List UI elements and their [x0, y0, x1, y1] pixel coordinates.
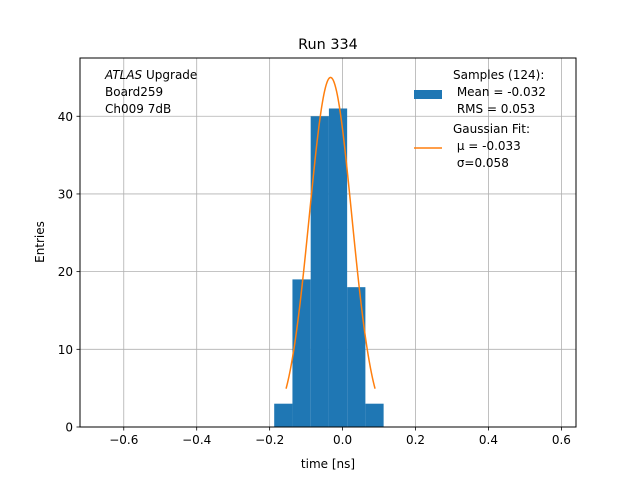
x-tick-label-3: 0.0: [333, 433, 352, 447]
legend-patch-samples: [414, 90, 442, 99]
legend-text-0-1: Mean = -0.032: [453, 85, 546, 99]
histogram-bar-4: [347, 287, 366, 427]
x-tick-label-1: −0.4: [182, 433, 211, 447]
y-tick-label-3: 30: [58, 187, 73, 201]
legend-text-0-2: RMS = 0.053: [453, 102, 535, 116]
legend-text-1-0: Gaussian Fit:: [453, 122, 530, 136]
y-tick-label-1: 10: [58, 343, 73, 357]
histogram-bar-1: [292, 279, 311, 427]
x-tick-label-6: 0.6: [552, 433, 571, 447]
x-tick-label-4: 0.2: [406, 433, 425, 447]
x-tick-label-0: −0.6: [109, 433, 138, 447]
y-tick-label-0: 0: [65, 421, 73, 435]
legend-text-0-0: Samples (124):: [453, 68, 544, 82]
histogram-bars: [274, 108, 384, 428]
histogram-bar-5: [365, 403, 384, 427]
histogram-bar-0: [274, 403, 293, 427]
histogram-bar-2: [310, 116, 329, 428]
x-axis-ticks: −0.6 −0.4 −0.2 0.0 0.2 0.4 0.6: [109, 427, 571, 447]
legend-text-1-1: μ = -0.033: [453, 139, 521, 153]
annotation-line-0: ATLAS Upgrade: [104, 68, 197, 82]
gaussian-fit-curve: [285, 76, 376, 389]
y-axis-ticks: 0 10 20 30 40: [58, 110, 80, 435]
histogram-bar-3: [328, 108, 348, 427]
y-tick-label-4: 40: [58, 110, 73, 124]
axes-frame: [79, 57, 577, 428]
y-tick-label-2: 20: [58, 265, 73, 279]
legend: Samples (124): Mean = -0.032 RMS = 0.053…: [414, 68, 546, 170]
x-tick-label-5: 0.4: [479, 433, 498, 447]
y-axis-label: Entries: [33, 221, 47, 263]
gaussian-fit-line: [285, 76, 376, 389]
annotation-line-1: Board259: [105, 85, 163, 99]
annotation-text: ATLAS Upgrade Board259 Ch009 7dB: [104, 68, 197, 116]
x-tick-label-2: −0.2: [255, 433, 284, 447]
chart-title: Run 334: [298, 37, 358, 53]
legend-text-1-2: σ=0.058: [453, 156, 509, 170]
annotation-line-2: Ch009 7dB: [105, 102, 171, 116]
x-axis-label: time [ns]: [301, 457, 355, 471]
